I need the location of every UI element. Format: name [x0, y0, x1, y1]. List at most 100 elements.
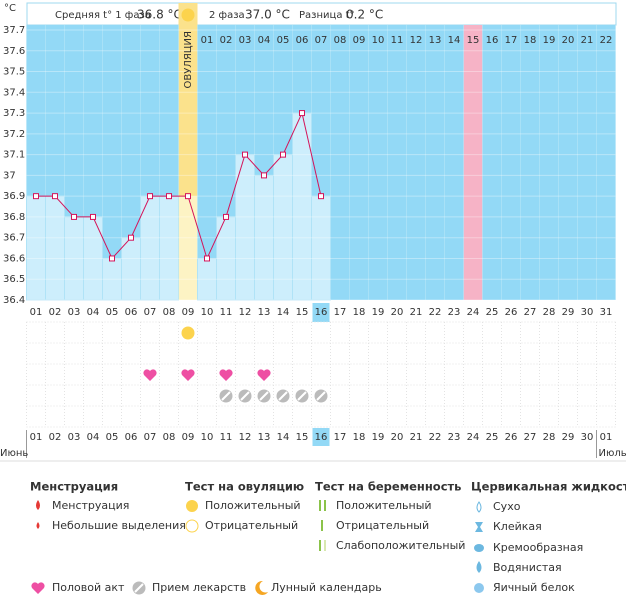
date-label: 14 — [277, 432, 290, 443]
y-tick-label: 36.4 — [3, 295, 25, 306]
x-tick-label: 24 — [467, 307, 480, 318]
y-tick-label: 37.5 — [3, 67, 25, 78]
phase2-day: 10 — [372, 35, 385, 46]
y-tick-label: 37.3 — [3, 108, 25, 119]
y-tick-label: 36.7 — [3, 233, 25, 244]
x-tick-label: 26 — [505, 307, 518, 318]
bar — [179, 196, 198, 300]
legend-item: Лунный календарь — [271, 581, 382, 594]
temp-point — [72, 214, 77, 219]
date-label: 05 — [106, 432, 119, 443]
x-tick-label: 17 — [334, 307, 347, 318]
date-label: 29 — [562, 432, 575, 443]
temp-point — [110, 256, 115, 261]
phase2-day: 08 — [334, 35, 347, 46]
legend-item: Отрицательный — [205, 519, 298, 532]
y-tick-label: 37.4 — [3, 87, 25, 98]
y-tick-label: 36.9 — [3, 191, 25, 202]
legend-item: Кремообразная — [493, 541, 583, 554]
date-label: 11 — [220, 432, 233, 443]
legend-heading: Тест на овуляцию — [185, 480, 304, 494]
phase2-day: 07 — [315, 35, 328, 46]
moon-icon — [255, 581, 268, 595]
y-tick-label: 36.5 — [3, 274, 25, 285]
x-tick-label: 11 — [220, 307, 233, 318]
x-tick-label: 04 — [87, 307, 100, 318]
temp-point — [53, 194, 58, 199]
date-label: 01 — [600, 432, 613, 443]
date-label: 07 — [144, 432, 157, 443]
phase2-day: 02 — [220, 35, 233, 46]
legend-item: Клейкая — [493, 520, 542, 533]
temp-point — [300, 111, 305, 116]
x-tick-label: 29 — [562, 307, 575, 318]
x-tick-label: 16 — [315, 307, 328, 318]
fluid-icon — [474, 544, 484, 552]
heart-icon — [31, 582, 44, 594]
temp-point — [129, 235, 134, 240]
phase2-day: 01 — [201, 35, 214, 46]
ovulation-positive-icon — [186, 500, 198, 512]
phase2-day: 20 — [562, 35, 575, 46]
x-tick-label: 02 — [49, 307, 62, 318]
phase2-day: 19 — [543, 35, 556, 46]
x-tick-label: 27 — [524, 307, 537, 318]
date-label: 25 — [486, 432, 499, 443]
date-label: 17 — [334, 432, 347, 443]
unit: °C — [4, 3, 16, 14]
date-label: 08 — [163, 432, 176, 443]
x-tick-label: 18 — [353, 307, 366, 318]
bar — [46, 196, 65, 300]
bar — [274, 155, 293, 300]
legend-item: Небольшие выделения — [52, 519, 186, 532]
date-label: 26 — [505, 432, 518, 443]
bar — [160, 196, 179, 300]
y-tick-label: 37.2 — [3, 129, 25, 140]
date-label: 23 — [448, 432, 461, 443]
month-label: Июнь — [0, 448, 28, 459]
ovulation-test — [182, 327, 195, 340]
date-label: 13 — [258, 432, 271, 443]
fluid-icon — [475, 522, 483, 532]
drop-icon — [37, 522, 40, 529]
preg-icon — [324, 540, 326, 551]
fluid-icon — [474, 583, 484, 593]
x-tick-label: 03 — [68, 307, 81, 318]
heart — [181, 369, 194, 381]
phase2-day: 18 — [524, 35, 537, 46]
preg-icon — [319, 540, 321, 551]
phase2-value: 37.0 °C — [245, 8, 290, 22]
phase1-value: 36.8 °C — [137, 8, 182, 22]
temp-point — [281, 152, 286, 157]
date-label: 01 — [30, 432, 43, 443]
x-tick-label: 12 — [239, 307, 252, 318]
heart — [143, 369, 156, 381]
x-tick-label: 08 — [163, 307, 176, 318]
phase2-day: 16 — [486, 35, 499, 46]
phase2-day: 04 — [258, 35, 271, 46]
y-tick-label: 36.6 — [3, 253, 25, 264]
date-label: 19 — [372, 432, 385, 443]
bar — [27, 196, 46, 300]
heart — [219, 369, 232, 381]
phase2-day: 11 — [391, 35, 404, 46]
preg-icon — [319, 500, 321, 511]
legend-heading: Цервикальная жидкость — [471, 480, 626, 494]
bar — [122, 238, 141, 300]
preg-icon — [324, 500, 326, 511]
x-tick-label: 22 — [429, 307, 442, 318]
legend-heading: Тест на беременность — [315, 480, 461, 494]
phase2-day: 15 — [467, 35, 480, 46]
x-tick-label: 20 — [391, 307, 404, 318]
temp-point — [91, 214, 96, 219]
legend-heading: Менструация — [30, 480, 118, 494]
x-tick-label: 19 — [372, 307, 385, 318]
legend-item: Отрицательный — [336, 519, 429, 532]
date-label: 06 — [125, 432, 138, 443]
legend-item: Менструация — [52, 499, 129, 512]
bar — [312, 196, 331, 300]
date-label: 30 — [581, 432, 594, 443]
y-tick-label: 37 — [3, 170, 16, 181]
temp-point — [167, 194, 172, 199]
